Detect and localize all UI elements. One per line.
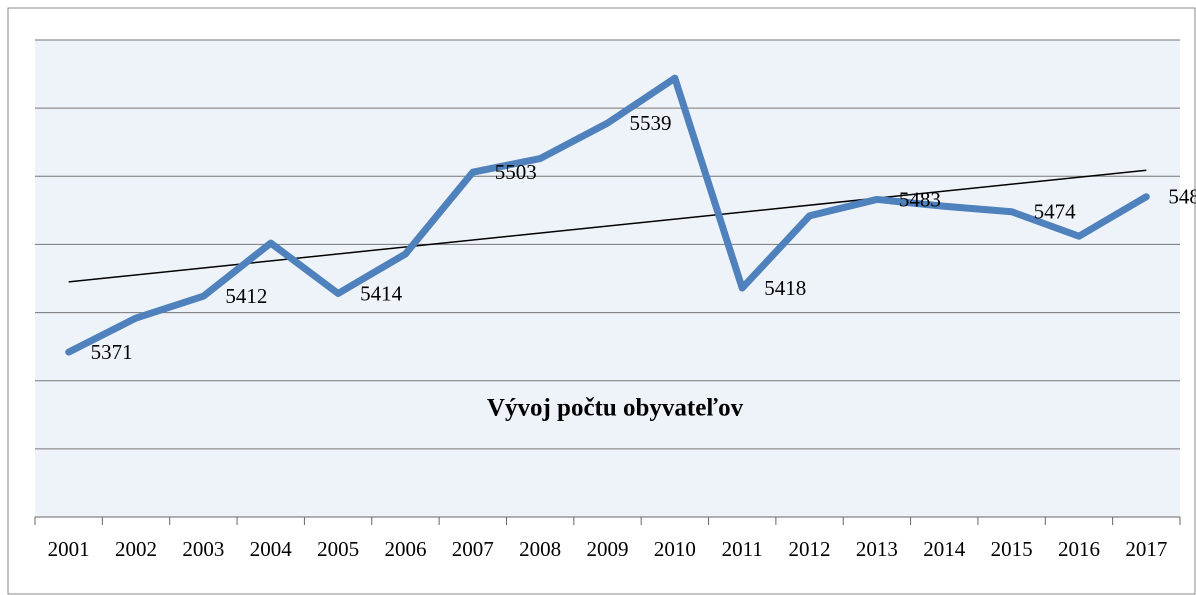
- x-tick-label: 2011: [722, 537, 763, 561]
- x-tick-label: 2007: [452, 537, 494, 561]
- data-label: 5414: [360, 281, 403, 305]
- x-tick-label: 2003: [182, 537, 224, 561]
- data-label: 5539: [630, 111, 672, 135]
- x-tick-label: 2010: [654, 537, 696, 561]
- x-tick-label: 2008: [519, 537, 561, 561]
- x-tick-label: 2004: [250, 537, 293, 561]
- x-tick-label: 2009: [587, 537, 629, 561]
- data-label: 5412: [225, 284, 267, 308]
- data-label: 5503: [495, 160, 537, 184]
- data-label: 5418: [764, 276, 806, 300]
- x-tick-label: 2014: [923, 537, 966, 561]
- chart-title: Vývoj počtu obyvateľov: [487, 395, 744, 422]
- data-label: 5371: [91, 340, 133, 364]
- x-tick-label: 2015: [991, 537, 1033, 561]
- data-label: 5474: [1034, 200, 1077, 224]
- data-label: 5485: [1168, 185, 1196, 209]
- plot-area: [35, 40, 1180, 517]
- data-label: 5483: [899, 187, 941, 211]
- x-tick-label: 2017: [1125, 537, 1167, 561]
- data-line: [65, 74, 1150, 356]
- x-tick-label: 2013: [856, 537, 898, 561]
- x-tick-label: 2002: [115, 537, 157, 561]
- x-tick-label: 2012: [789, 537, 831, 561]
- x-tick-label: 2005: [317, 537, 359, 561]
- x-tick-label: 2006: [384, 537, 426, 561]
- x-tick-label: 2016: [1058, 537, 1100, 561]
- x-tick-label: 2001: [48, 537, 90, 561]
